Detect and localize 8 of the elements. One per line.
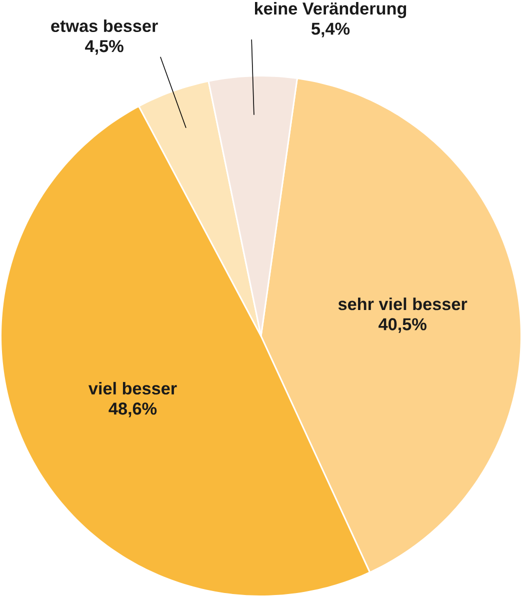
data-label: 40,5% [378,318,426,333]
data-label: 5,4% [312,22,350,38]
data-label: 4,5% [85,40,124,55]
slice-label: etwas besser [51,19,158,32]
slice-label: sehr viel besser [338,298,468,310]
slice-label: keine Veränderung [255,2,406,18]
data-label: 48,6% [108,402,157,418]
slice-label: viel besser [88,382,177,395]
